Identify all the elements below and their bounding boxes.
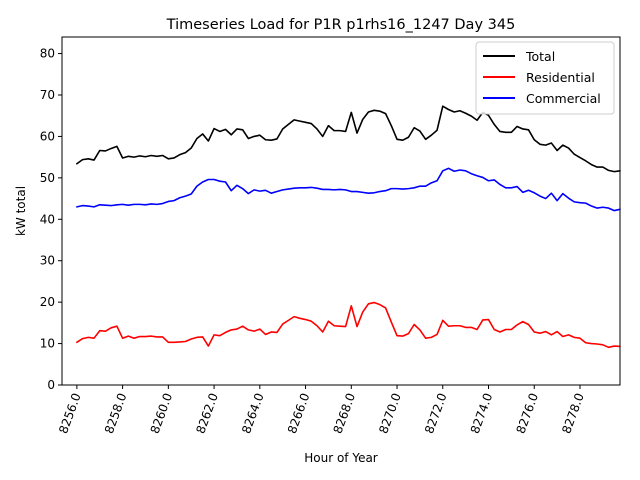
legend-label-commercial: Commercial <box>526 91 601 106</box>
y-tick-label: 60 <box>40 129 55 143</box>
series-layer <box>76 105 621 349</box>
series-line-commercial <box>76 167 621 212</box>
y-tick-label: 40 <box>40 212 55 226</box>
series-line-residential <box>76 301 621 349</box>
legend-box <box>475 41 615 115</box>
x-axis-label: Hour of Year <box>304 451 378 465</box>
y-tick-label: 0 <box>47 378 55 392</box>
legend: Total Residential Commercial <box>475 41 615 115</box>
legend-label-residential: Residential <box>526 70 595 85</box>
y-axis-label: kW total <box>14 186 28 236</box>
y-axis: 0 10 20 30 40 50 60 70 80 <box>40 47 62 392</box>
y-tick-label: 30 <box>40 254 55 268</box>
y-tick-label: 20 <box>40 295 55 309</box>
chart-title: Timeseries Load for P1R p1rhs16_1247 Day… <box>166 17 516 33</box>
plot-frame <box>61 36 621 386</box>
series-line-total <box>76 105 621 173</box>
y-tick-label: 50 <box>40 171 55 185</box>
y-tick-label: 70 <box>40 88 55 102</box>
y-tick-label: 10 <box>40 337 55 351</box>
legend-label-total: Total <box>525 49 555 64</box>
y-tick-label: 80 <box>40 47 55 61</box>
